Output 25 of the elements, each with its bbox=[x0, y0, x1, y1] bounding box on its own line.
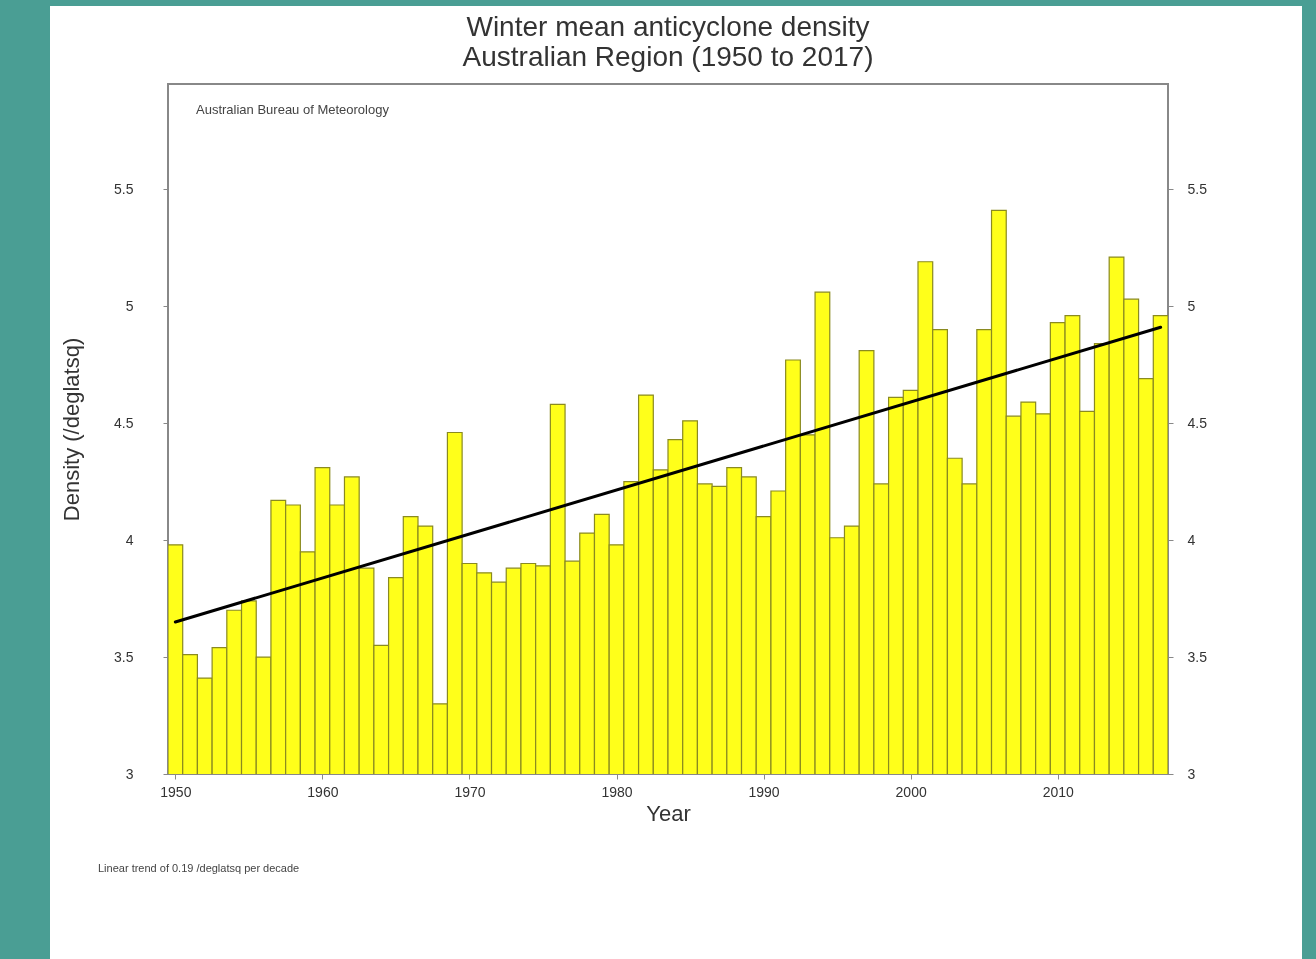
x-tick-label: 1970 bbox=[454, 783, 486, 800]
x-axis-title: Year bbox=[646, 800, 691, 826]
y2-tick-label: 5 bbox=[1187, 297, 1196, 314]
y2-tick-label: 4 bbox=[1187, 531, 1196, 548]
y2-tick-label: 3 bbox=[1187, 765, 1196, 782]
y-tick-label: 5.5 bbox=[114, 180, 134, 197]
text: Linear trend of 0.19 /deglatsq per decade bbox=[98, 862, 300, 874]
x-tick-label: 1950 bbox=[160, 783, 192, 800]
text: Winter mean anticyclone density bbox=[466, 11, 870, 42]
x-tick-label: 1960 bbox=[307, 783, 339, 800]
y-tick-label: 4.5 bbox=[114, 414, 134, 431]
y-tick-label: 5 bbox=[125, 297, 134, 314]
y-tick-label: 3.5 bbox=[114, 648, 134, 665]
y2-tick-label: 5.5 bbox=[1187, 180, 1208, 197]
x-tick-label: 2010 bbox=[1042, 783, 1074, 800]
y-tick-label: 4 bbox=[125, 531, 134, 548]
annotation: Australian Bureau of Meteorology bbox=[196, 102, 390, 117]
y-axis-title: Density (/deglatsq) bbox=[59, 337, 85, 522]
y2-tick-label: 4.5 bbox=[1187, 414, 1208, 431]
x-tick-label: 2000 bbox=[895, 783, 927, 800]
text: Australian Region (1950 to 2017) bbox=[462, 41, 874, 72]
x-tick-label: 1980 bbox=[601, 783, 633, 800]
y-tick-label: 3 bbox=[125, 765, 134, 782]
y2-tick-label: 3.5 bbox=[1187, 648, 1208, 665]
x-tick-label: 1990 bbox=[748, 783, 780, 800]
